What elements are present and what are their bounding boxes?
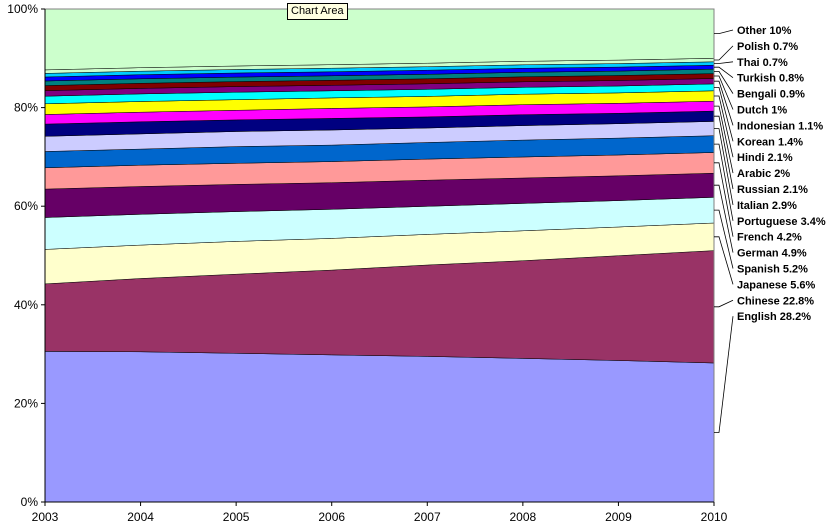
legend-label-korean: Korean 1.4% bbox=[737, 136, 803, 148]
legend-label-english: English 28.2% bbox=[737, 311, 811, 323]
leader-line bbox=[714, 162, 734, 237]
legend-label-french: French 4.2% bbox=[737, 232, 802, 244]
leader-line bbox=[714, 143, 734, 221]
legend-label-indonesian: Indonesian 1.1% bbox=[737, 120, 823, 132]
legend-label-hindi: Hindi 2.1% bbox=[737, 152, 793, 164]
x-tick-label: 2006 bbox=[318, 510, 345, 524]
leader-line bbox=[714, 80, 734, 126]
x-tick-label: 2010 bbox=[701, 510, 728, 524]
leader-line bbox=[714, 95, 734, 158]
legend-label-japanese: Japanese 5.6% bbox=[737, 279, 815, 291]
leader-line bbox=[714, 115, 734, 190]
leader-line bbox=[714, 184, 734, 253]
legend-label-arabic: Arabic 2% bbox=[737, 168, 790, 180]
leader-line bbox=[714, 236, 734, 285]
legend-label-spanish: Spanish 5.2% bbox=[737, 264, 808, 276]
leader-line bbox=[714, 29, 734, 34]
leader-line bbox=[714, 316, 734, 433]
chart-area-tooltip: Chart Area bbox=[287, 3, 348, 20]
axes-group: 0% 20% 40% 60% 80% 100% 2003 2004 2005 2006 2007 20… bbox=[7, 2, 727, 524]
leader-line bbox=[714, 299, 734, 308]
area-series-group bbox=[44, 8, 715, 503]
legend-label-dutch: Dutch 1% bbox=[737, 105, 787, 117]
legend-label-other: Other 10% bbox=[737, 25, 792, 37]
y-tick-label: 80% bbox=[14, 101, 38, 115]
legend-label-turkish: Turkish 0.8% bbox=[737, 73, 804, 85]
x-tick-label: 2005 bbox=[223, 510, 250, 524]
x-tick-label: 2004 bbox=[127, 510, 154, 524]
y-tick-label: 60% bbox=[14, 199, 38, 213]
legend-label-italian: Italian 2.9% bbox=[737, 200, 797, 212]
leader-line bbox=[714, 105, 734, 174]
y-tick-label: 20% bbox=[14, 396, 38, 410]
legend-label-russian: Russian 2.1% bbox=[737, 184, 808, 196]
legend-group: Other 10% Polish 0.7% Thai 0.7% Turkish 0.8… bbox=[714, 25, 826, 433]
leader-line bbox=[714, 45, 734, 61]
y-tick-label: 40% bbox=[14, 298, 38, 312]
legend-label-polish: Polish 0.7% bbox=[737, 41, 798, 53]
legend-label-german: German 4.9% bbox=[737, 248, 807, 260]
leader-line bbox=[714, 75, 734, 110]
leader-line bbox=[714, 71, 734, 94]
x-tick-label: 2003 bbox=[32, 510, 59, 524]
legend-label-bengali: Bengali 0.9% bbox=[737, 89, 805, 101]
legend-label-thai: Thai 0.7% bbox=[737, 57, 788, 69]
leader-line bbox=[714, 61, 734, 64]
legend-label-portuguese: Portuguese 3.4% bbox=[737, 216, 826, 228]
leader-line bbox=[714, 87, 734, 142]
leader-line bbox=[714, 128, 734, 205]
legend-label-chinese: Chinese 22.8% bbox=[737, 295, 814, 307]
y-tick-label: 100% bbox=[7, 2, 38, 16]
x-tick-label: 2007 bbox=[414, 510, 441, 524]
y-tick-label: 0% bbox=[21, 495, 39, 509]
x-tick-label: 2008 bbox=[510, 510, 537, 524]
leader-line bbox=[714, 209, 734, 269]
x-tick-label: 2009 bbox=[605, 510, 632, 524]
area-english bbox=[44, 351, 715, 503]
leader-line bbox=[714, 66, 734, 79]
